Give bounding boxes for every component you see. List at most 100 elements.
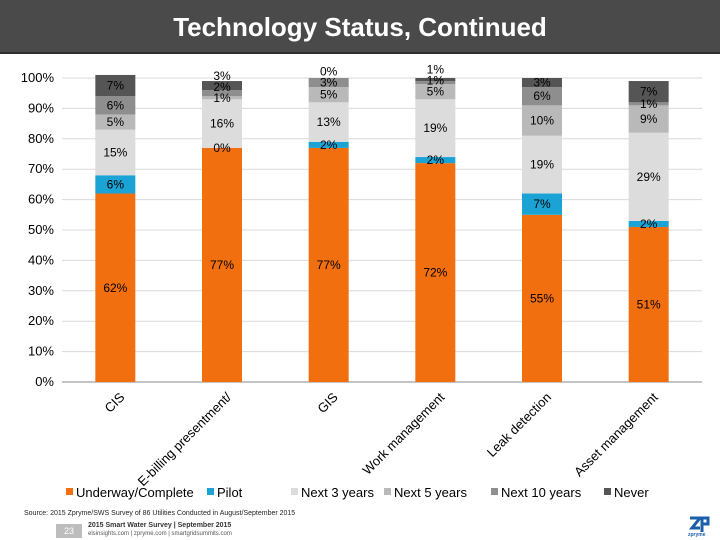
data-label: 7% [107, 79, 125, 93]
bar-segment [202, 99, 242, 148]
data-label: 1% [427, 74, 445, 88]
bar-segment [95, 193, 136, 382]
bar-segment [628, 220, 669, 227]
bar-segment [628, 132, 669, 221]
footer [0, 520, 720, 540]
bar-segment [415, 78, 456, 82]
page-number: 23 [56, 524, 82, 538]
bar-segment [415, 99, 456, 158]
data-label: 19% [423, 121, 447, 135]
y-tick-label: 50% [28, 222, 54, 237]
page-title: Technology Status, Continued [173, 12, 547, 42]
data-label: 2% [320, 138, 338, 152]
bar-segment [202, 147, 242, 382]
data-label: 13% [317, 115, 341, 129]
y-tick-label: 30% [28, 283, 54, 298]
bar-segment [415, 81, 456, 85]
zpryme-logo-icon [688, 516, 710, 532]
data-label: 10% [530, 114, 554, 128]
category-label: Leak detection [484, 390, 554, 460]
data-label: 15% [103, 145, 127, 159]
y-tick-label: 20% [28, 313, 54, 328]
data-label: 7% [640, 85, 658, 99]
bar-segment [202, 81, 242, 91]
legend-label: Never [614, 485, 649, 500]
legend-swatch [384, 488, 391, 495]
bar-segment [522, 214, 562, 382]
legend-label: Underway/Complete [76, 485, 194, 500]
data-label: 3% [320, 76, 338, 90]
data-label: 1% [640, 97, 658, 111]
y-tick-label: 60% [28, 192, 54, 207]
bar-segment [522, 105, 562, 136]
data-label: 62% [103, 281, 127, 295]
bar-segment [95, 74, 136, 97]
bar-segment [308, 141, 349, 148]
y-tick-label: 70% [28, 161, 54, 176]
data-label: 51% [637, 297, 661, 311]
bar-segment [415, 84, 456, 100]
y-tick-label: 40% [28, 252, 54, 267]
bar-segment [95, 129, 136, 176]
data-label: 5% [427, 85, 445, 99]
legend-swatch [291, 488, 298, 495]
y-tick-label: 80% [28, 131, 54, 146]
category-label: E-billing presentment/ [135, 389, 235, 489]
bar-segment [95, 175, 136, 194]
data-label: 5% [107, 115, 125, 129]
y-tick-label: 10% [28, 344, 54, 359]
data-label: 1% [213, 91, 231, 105]
data-label: 7% [533, 197, 551, 211]
data-label: 2% [640, 217, 658, 231]
legend-swatch [66, 488, 73, 495]
data-label: 2% [213, 80, 231, 94]
data-label: 77% [317, 258, 341, 272]
bar-segment [95, 96, 136, 115]
data-label: 6% [107, 177, 125, 191]
legend-label: Next 10 years [501, 485, 582, 500]
data-label: 1% [427, 63, 445, 77]
bar-segment [628, 102, 669, 106]
bar-segment [415, 157, 456, 164]
source-note: Source: 2015 Zpryme/SWS Survey of 86 Uti… [24, 510, 296, 517]
bar-segment [308, 147, 349, 382]
data-label: 0% [320, 65, 338, 79]
data-label: 5% [320, 88, 338, 102]
category-label: Asset management [571, 389, 661, 479]
category-label: CIS [102, 389, 128, 415]
data-label: 3% [213, 69, 231, 83]
data-label: 6% [107, 98, 125, 112]
bar-segment [202, 96, 242, 100]
bar-segment [308, 87, 349, 103]
legend-swatch [491, 488, 498, 495]
data-label: 55% [530, 291, 554, 305]
data-label: 9% [640, 112, 658, 126]
bar-segment [628, 81, 669, 103]
category-label: GIS [314, 389, 341, 416]
bar-segment [415, 163, 456, 382]
legend-label: Next 5 years [394, 485, 467, 500]
legend-label: Pilot [217, 485, 243, 500]
title-bar [0, 0, 720, 54]
legend-swatch [207, 488, 214, 495]
footer-links: elsinsights.com | zpryme.com | smartgrid… [88, 531, 232, 537]
bar-segment [308, 78, 349, 88]
logo-wordmark: zpryme [688, 532, 706, 538]
data-label: 19% [530, 158, 554, 172]
data-label: 3% [533, 76, 551, 90]
bar-segment [202, 90, 242, 97]
data-label: 72% [423, 266, 447, 280]
data-label: 2% [427, 153, 445, 167]
bar-segment [522, 87, 562, 106]
legend-label: Next 3 years [301, 485, 374, 500]
data-label: 29% [637, 170, 661, 184]
category-label: Work management [359, 389, 447, 477]
y-tick-label: 0% [35, 374, 54, 389]
survey-title: 2015 Smart Water Survey | September 2015 [88, 522, 232, 529]
legend-swatch [604, 488, 611, 495]
stacked-bar-chart: 0% 10% 20% 30% 40% 50% 60% 70% 80% 90% 100% 62% 6% 15… [21, 63, 702, 500]
data-label: 6% [533, 89, 551, 103]
y-tick-label: 90% [28, 100, 54, 115]
data-label: 16% [210, 117, 234, 131]
bar-segment [522, 193, 562, 215]
